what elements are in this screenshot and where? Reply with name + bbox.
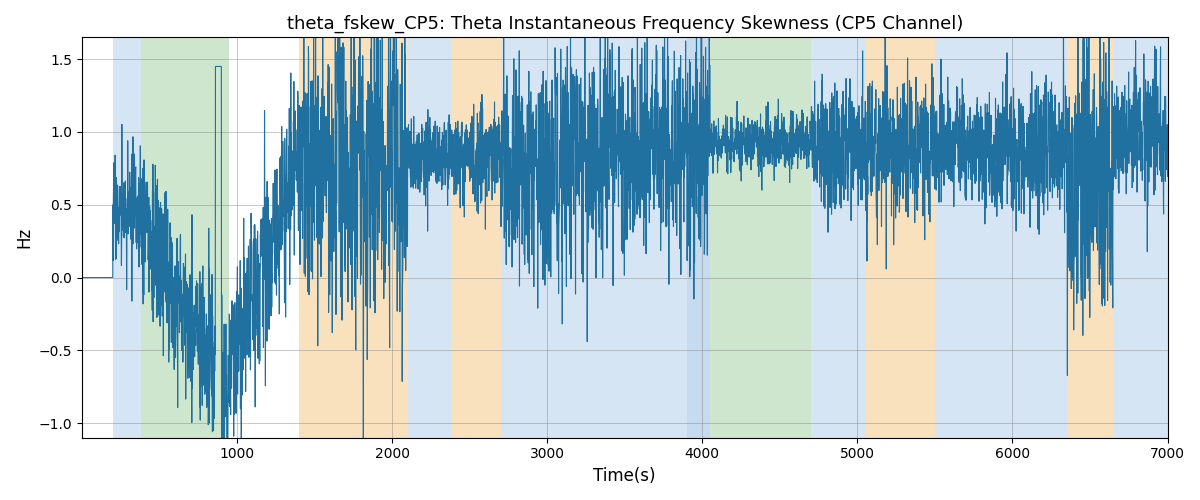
Title: theta_fskew_CP5: Theta Instantaneous Frequency Skewness (CP5 Channel): theta_fskew_CP5: Theta Instantaneous Fre… bbox=[287, 15, 962, 34]
Bar bbox=[1114, 38, 1168, 438]
X-axis label: Time(s): Time(s) bbox=[594, 467, 656, 485]
Bar bbox=[1067, 38, 1114, 438]
Bar bbox=[140, 38, 229, 438]
Bar bbox=[451, 38, 500, 438]
Bar bbox=[865, 38, 935, 438]
Bar bbox=[113, 38, 140, 438]
Bar bbox=[500, 38, 686, 438]
Bar bbox=[686, 38, 710, 438]
Bar bbox=[408, 38, 451, 438]
Y-axis label: Hz: Hz bbox=[14, 227, 32, 248]
Bar bbox=[811, 38, 865, 438]
Bar bbox=[299, 38, 408, 438]
Bar bbox=[710, 38, 811, 438]
Bar bbox=[935, 38, 1067, 438]
